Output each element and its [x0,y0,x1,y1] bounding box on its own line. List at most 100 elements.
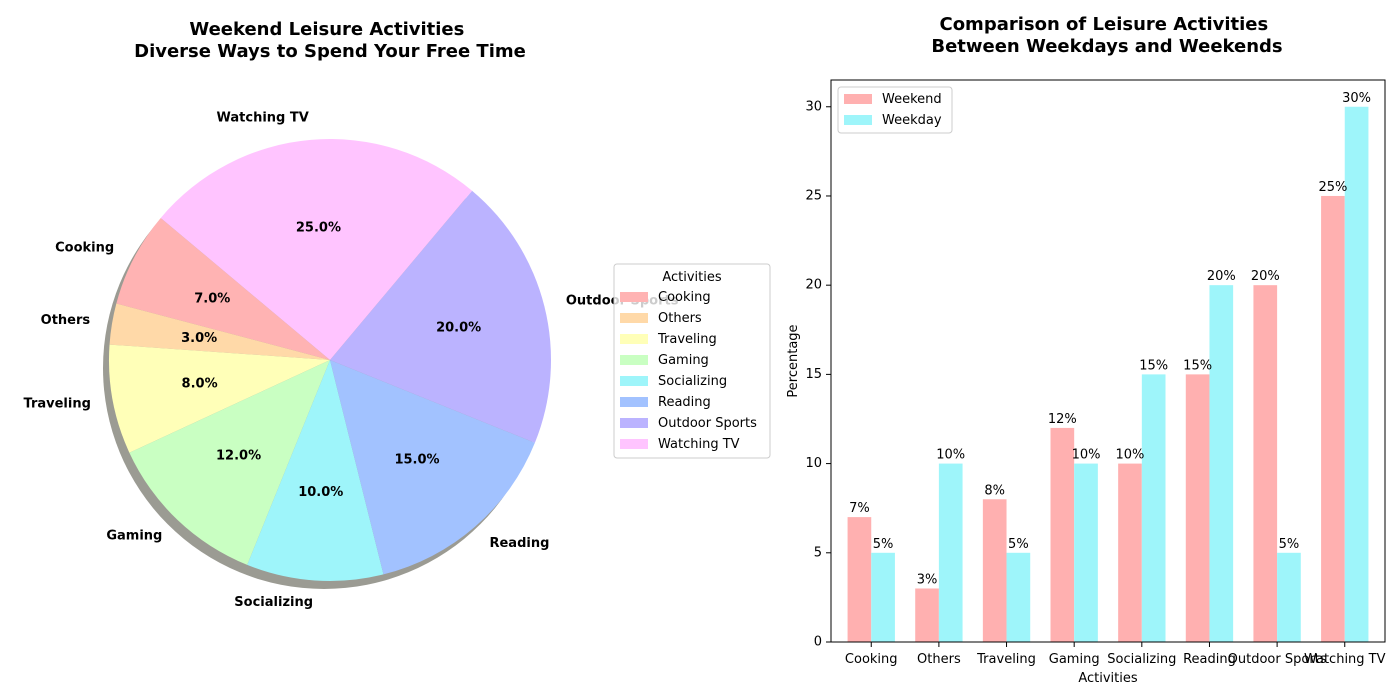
pie-legend-swatch-socializing [620,376,648,386]
bar-weekday-others [938,463,963,642]
bar-weekend-socializing [1118,463,1142,642]
pie-pct-outdoor-sports: 20.0% [436,320,481,335]
pie-legend-entry-gaming: Gaming [658,353,709,368]
pie-slice-reading [330,360,535,575]
x-tick-label-cooking: Cooking [845,652,898,667]
pie-pct-gaming: 12.0% [216,449,261,464]
bar-label-weekday-gaming: 10% [1072,448,1101,463]
pie-legend-swatch-reading [620,397,648,407]
pie-legend-swatch-others [620,313,648,323]
bar-weekend-traveling [982,499,1007,642]
pie-chart-title: Weekend Leisure Activities Diverse Ways … [134,19,526,62]
pie-pct-cooking: 7.0% [194,291,230,306]
bar-label-weekend-others: 3% [917,572,938,587]
bar-label-weekday-watching-tv: 30% [1342,91,1371,106]
bar-label-weekday-reading: 20% [1207,269,1236,284]
bar-legend-entry-weekend: Weekend [882,92,942,107]
bar-weekend-gaming [1050,427,1075,642]
bar-bars [847,106,1369,642]
pie-legend-entry-reading: Reading [658,395,711,410]
pie-slice-socializing [247,360,384,581]
pie-legend-entry-watching-tv: Watching TV [658,437,740,452]
bar-label-weekday-cooking: 5% [873,537,894,552]
pie-legend-entry-cooking: Cooking [658,290,711,305]
x-tick-label-outdoor-sports: Outdoor Sports [1228,652,1327,667]
pie-chart: Weekend Leisure Activities Diverse Ways … [24,19,771,610]
bar-label-weekend-outdoor-sports: 20% [1251,269,1280,284]
pie-slices [109,139,552,581]
pie-label-cooking: Cooking [55,241,114,256]
x-tick-label-gaming: Gaming [1049,652,1100,667]
pie-pct-reading: 15.0% [394,453,439,468]
bar-label-weekend-traveling: 8% [984,483,1005,498]
y-tick-label: 25 [805,188,822,203]
pie-legend-title: Activities [662,270,722,285]
pie-pct-others: 3.0% [181,331,217,346]
pie-legend-entry-others: Others [658,311,702,326]
y-tick-label: 5 [814,545,822,560]
bar-weekend-others [915,588,939,642]
bar-label-weekend-socializing: 10% [1116,448,1145,463]
pie-slice-outdoor-sports [330,190,552,443]
pie-legend-swatch-gaming [620,355,648,365]
bar-label-weekday-others: 10% [936,448,965,463]
y-axis: 0 5 10 15 20 25 30 [805,99,831,650]
y-tick-label: 30 [805,99,822,114]
pie-slice-traveling [109,344,330,453]
pie-legend-swatch-traveling [620,334,648,344]
bar-label-weekend-gaming: 12% [1048,412,1077,427]
pie-pct-watching-tv: 25.0% [296,220,341,235]
bar-weekday-socializing [1141,374,1166,642]
x-tick-label-reading: Reading [1183,652,1236,667]
bar-legend: Weekend Weekday [837,86,953,134]
bar-weekend-reading [1185,374,1210,642]
y-tick-label: 20 [805,278,822,293]
pie-slice-watching-tv [160,139,473,360]
pie-label-reading: Reading [489,536,549,551]
pie-legend-frame [613,263,771,459]
bar-label-weekend-cooking: 7% [849,501,870,516]
pie-label-others: Others [41,313,91,328]
bar-label-weekend-watching-tv: 25% [1318,180,1347,195]
bar-label-weekend-reading: 15% [1183,358,1212,373]
bar-label-weekday-traveling: 5% [1008,537,1029,552]
bar-chart-title: Comparison of Leisure Activities Between… [931,14,1282,57]
pie-legend-entry-socializing: Socializing [658,374,727,389]
y-tick-label: 0 [814,635,822,650]
pie-legend: Activities Cooking Others Traveling Gaming So… [613,263,771,459]
pie-label-traveling: Traveling [24,396,91,411]
bar-legend-entry-weekday: Weekday [882,113,942,128]
pie-pct-socializing: 10.0% [298,485,343,500]
bar-weekend-watching-tv [1321,195,1345,642]
pie-label-socializing: Socializing [234,595,313,610]
pie-legend-swatch-cooking [620,292,648,302]
bar-weekday-watching-tv [1344,106,1369,642]
bar-plot-frame [830,79,1386,643]
pie-label-gaming: Gaming [106,529,162,544]
pie-percent-labels: 7.0% 3.0% 8.0% 12.0% 10.0% 15.0% 20.0% 25.0% [181,220,481,499]
bar-weekday-traveling [1006,552,1031,642]
pie-label-watching-tv: Watching TV [217,110,309,125]
pie-legend-swatch-outdoor-sports [620,418,648,428]
pie-slice-others [109,303,330,360]
bar-weekday-gaming [1074,463,1098,642]
pie-pct-traveling: 8.0% [182,376,218,391]
bar-weekend-cooking [847,517,872,642]
x-tick-label-watching-tv: Watching TV [1304,652,1386,667]
x-tick-label-others: Others [917,652,961,667]
bar-chart: Comparison of Leisure Activities Between… [786,14,1386,686]
bar-weekday-cooking [871,552,895,642]
bar-weekend-outdoor-sports [1253,285,1278,642]
x-axis: Cooking Others Traveling Gaming Socializing R… [845,642,1386,667]
bar-weekday-outdoor-sports [1277,552,1301,642]
pie-slice-gaming [129,360,330,565]
y-axis-label: Percentage [786,324,801,397]
bar-label-weekday-socializing: 15% [1139,358,1168,373]
bar-legend-swatch-weekend [844,94,872,104]
y-tick-label: 10 [805,456,822,471]
bar-weekday-reading [1209,285,1234,642]
bar-legend-swatch-weekday [844,115,872,125]
x-tick-label-socializing: Socializing [1107,652,1176,667]
bar-label-weekday-outdoor-sports: 5% [1279,537,1300,552]
